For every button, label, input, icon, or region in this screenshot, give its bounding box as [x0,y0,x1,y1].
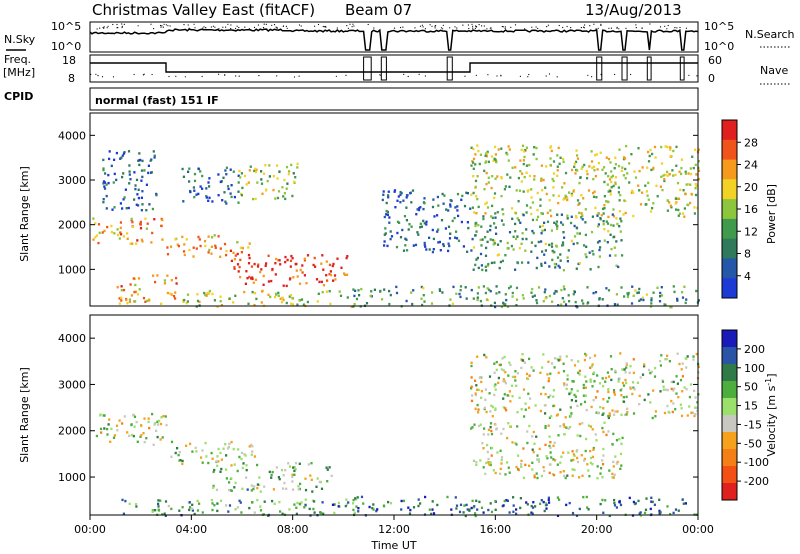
colorbar-tick-label: 20 [744,181,758,194]
noise-search-label: N.Search [745,28,795,41]
colorbar-tick-label: 16 [744,203,758,216]
range-tick-label: 4000 [58,129,86,142]
x-axis-label: Time UT [370,539,416,552]
nave-tick-high: 60 [708,54,722,67]
time-tick-label: 20:00 [581,523,613,536]
cpid-panel [89,87,699,111]
frequency-panel [89,54,699,83]
colorbar-tick-label: 100 [744,362,765,375]
power-colorbar: 28 24 20 16 12 8 4 [721,119,758,299]
noise-tick-low-right: 10^0 [704,40,734,53]
freq-tick-high: 18 [62,54,76,67]
colorbar-tick-label: -200 [744,475,769,488]
power-ylabel: Slant Range [km] [18,166,31,262]
colorbar-tick-label: -15 [744,418,762,431]
colorbar-tick-label: 8 [744,248,751,261]
cpid-label: CPID [4,90,33,103]
colorbar-tick-label: 12 [744,225,758,238]
colorbar-tick-label: 28 [744,136,758,149]
date-label: 13/Aug/2013 [585,1,682,19]
time-tick-label: 16:00 [479,523,511,536]
time-tick-label: 12:00 [378,523,410,536]
range-tick-label: 2000 [58,219,86,232]
noise-sky-label: N.Sky [4,33,36,46]
noise-panel [89,21,699,53]
range-tick-label: 2000 [58,425,86,438]
time-axis: 00:00 04:00 08:00 12:00 16:00 20:00 00:00 [74,515,714,536]
freq-label-line1: Freq. [4,53,31,66]
colorbar-tick-label: 4 [744,270,751,283]
freq-label-line2: [MHz] [3,66,35,79]
range-tick-label: 4000 [58,332,86,345]
velocity-colorbar: 200 100 50 15 -15 -50 -100 -200 [721,329,769,501]
power-heatmap-panel: 1000 2000 3000 4000 [58,112,701,309]
station-title: Christmas Valley East (fitACF) [92,1,315,19]
colorbar-tick-label: 200 [744,343,765,356]
nave-label: Nave [760,64,788,77]
time-tick-label: 08:00 [277,523,309,536]
cpid-mode-text: normal (fast) 151 IF [95,94,219,107]
time-tick-label: 00:00 [74,523,106,536]
freq-tick-low: 8 [68,72,75,85]
beam-label: Beam 07 [345,1,412,19]
colorbar-tick-label: 15 [744,400,758,413]
nave-tick-low: 0 [708,72,715,85]
colorbar-tick-label: 50 [744,381,758,394]
power-colorbar-label: Power [dB] [765,184,778,244]
velocity-heatmap-panel: 1000 2000 3000 4000 [58,314,700,518]
range-tick-label: 3000 [58,378,86,391]
colorbar-tick-label: 24 [744,159,758,172]
time-tick-label: 00:00 [682,523,714,536]
range-tick-label: 1000 [58,471,86,484]
time-tick-label: 04:00 [175,523,207,536]
colorbar-tick-label: -50 [744,437,762,450]
colorbar-tick-label: -100 [744,456,769,469]
velocity-ylabel: Slant Range [km] [18,367,31,463]
noise-tick-high-right: 10^5 [704,20,734,33]
range-tick-label: 3000 [58,174,86,187]
velocity-colorbar-label: Velocity [m s-1] [764,373,779,456]
noise-tick-high: 10^5 [51,20,81,33]
noise-tick-low: 10^0 [51,40,81,53]
range-tick-label: 1000 [58,263,86,276]
